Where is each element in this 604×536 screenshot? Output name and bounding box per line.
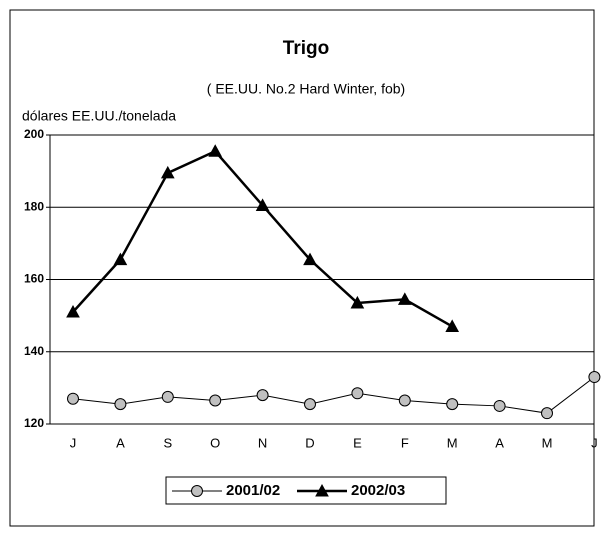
legend-label: 2002/03 (351, 482, 405, 499)
x-tick-label: E (353, 435, 362, 450)
point (541, 407, 553, 420)
legend-label: 2001/02 (226, 482, 280, 499)
point (351, 387, 364, 400)
point (398, 394, 411, 407)
point (255, 198, 270, 211)
point (493, 399, 506, 412)
chart-frame (9, 9, 595, 527)
point (350, 295, 365, 309)
chart-subtitle: ( EE.UU. No.2 Hard Winter, fob) (207, 81, 405, 97)
point (66, 304, 80, 318)
x-tick-label: D (305, 435, 314, 450)
point (303, 252, 317, 266)
y-tick-label: 140 (24, 344, 44, 358)
point (113, 252, 128, 266)
point (208, 144, 223, 157)
chart-title: Trigo (283, 38, 329, 59)
point (304, 398, 316, 411)
x-tick-label: A (495, 435, 504, 450)
point (256, 389, 269, 402)
x-tick-label: J (591, 435, 598, 450)
x-tick-label: S (163, 435, 172, 450)
point (446, 398, 459, 411)
y-axis-label: dólares EE.UU./tonelada (22, 108, 176, 124)
point (588, 371, 601, 384)
y-tick-label: 120 (24, 416, 44, 430)
point (160, 165, 175, 179)
y-tick-label: 200 (24, 127, 44, 141)
legend-marker (191, 485, 203, 497)
point (67, 392, 79, 405)
point (209, 394, 222, 407)
legend-marker (315, 483, 329, 497)
series-line (72, 376, 595, 414)
point (114, 398, 127, 411)
x-tick-label: J (70, 435, 77, 450)
x-tick-label: O (210, 435, 220, 450)
y-tick-label: 160 (24, 272, 44, 286)
x-tick-label: M (542, 435, 553, 450)
x-tick-label: F (401, 435, 409, 450)
y-tick-label: 180 (24, 199, 44, 213)
point (161, 390, 174, 403)
x-tick-label: N (258, 435, 267, 450)
point (397, 292, 412, 305)
point (445, 319, 460, 332)
x-tick-label: M (447, 435, 458, 450)
x-tick-label: A (116, 435, 125, 450)
